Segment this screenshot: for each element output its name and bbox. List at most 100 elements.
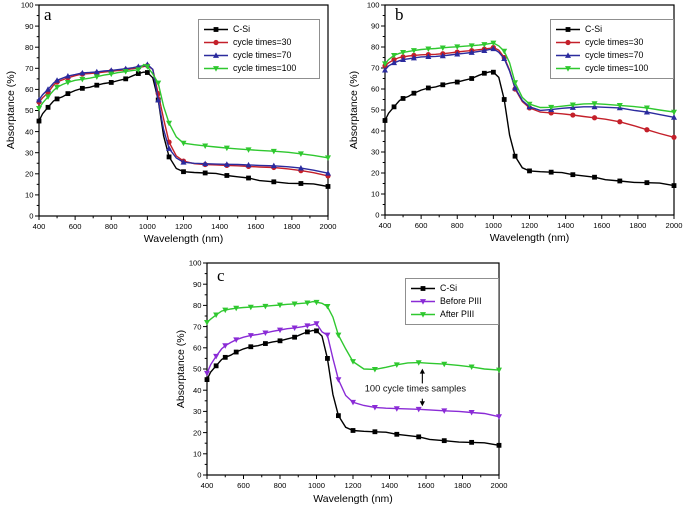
panel-a-letter: a <box>44 5 52 24</box>
y-tick-label: 0 <box>29 212 33 221</box>
triangle-down-marker <box>410 48 417 54</box>
triangle-up-marker <box>425 53 432 60</box>
square-marker <box>490 69 496 75</box>
triangle-up-marker <box>565 52 571 58</box>
triangle-up-marker <box>245 161 252 168</box>
triangle-up-marker <box>481 47 488 53</box>
x-tick-label: 1200 <box>521 221 538 230</box>
legend-item: After PIII <box>410 308 494 321</box>
y-tick-label: 60 <box>25 85 33 94</box>
square-marker <box>45 104 51 110</box>
x-tick-label: 600 <box>415 221 428 230</box>
x-tick-label: 1800 <box>629 221 646 230</box>
triangle-up-marker <box>64 73 71 79</box>
square-marker <box>671 183 677 188</box>
triangle-down-marker <box>371 404 378 411</box>
y-tick-label: 10 <box>193 450 201 459</box>
legend-label: C-Si <box>440 283 458 294</box>
panel-c: 400 600 800 1000 1200 1400 1600 1800 2000 0 10 20 30… <box>170 257 515 514</box>
triangle-down-marker <box>335 332 342 339</box>
panel-b-letter: b <box>395 5 404 24</box>
triangle-down-marker <box>335 377 342 383</box>
square-marker <box>425 85 431 91</box>
x-tick-label: 1200 <box>175 222 192 231</box>
triangle-down-marker <box>64 80 71 86</box>
triangle-down-marker <box>468 364 475 370</box>
legend-label: cycle times=100 <box>233 63 297 74</box>
triangle-down-marker <box>223 145 230 152</box>
triangle-up-marker <box>108 67 115 73</box>
x-axis-title-b: Wavelength (nm) <box>489 232 570 244</box>
legend-label: cycle times=70 <box>233 50 292 61</box>
triangle-down-marker <box>420 312 426 318</box>
triangle-up-marker <box>454 51 461 57</box>
square-marker <box>204 377 210 382</box>
triangle-down-marker <box>270 148 277 155</box>
square-marker <box>325 356 330 361</box>
square-marker <box>181 169 186 175</box>
triangle-down-marker <box>262 330 269 337</box>
triangle-down-marker <box>496 367 502 374</box>
square-marker <box>304 329 310 335</box>
square-marker <box>79 85 85 91</box>
triangle-down-marker <box>204 370 210 377</box>
legend-item: Before PIII <box>410 295 494 308</box>
y-tick-label: 80 <box>371 43 379 52</box>
square-marker <box>213 27 219 32</box>
square-marker <box>548 169 554 175</box>
triangle-down-marker <box>304 300 311 306</box>
circle-marker <box>213 39 219 46</box>
triangle-down-marker <box>548 104 555 111</box>
legend-marker-icon <box>556 52 580 58</box>
triangle-down-marker <box>222 343 229 349</box>
y-tick-label: 40 <box>193 386 201 395</box>
legend-marker-icon <box>411 312 435 318</box>
triangle-up-marker <box>671 114 677 120</box>
x-tick-label: 800 <box>105 222 118 231</box>
square-marker <box>246 175 251 181</box>
triangle-up-marker <box>155 96 162 103</box>
square-marker <box>469 439 475 445</box>
triangle-down-marker <box>313 299 320 306</box>
triangle-down-marker <box>79 76 86 83</box>
square-marker <box>420 286 426 291</box>
square-marker <box>527 168 532 174</box>
x-tick-label: 400 <box>33 222 46 231</box>
x-axis-title-c: Wavelength (nm) <box>313 493 393 505</box>
legend-label: C-Si <box>233 24 251 35</box>
square-marker <box>54 96 60 102</box>
legend-label: cycle times=70 <box>585 50 644 61</box>
triangle-down-marker <box>468 43 475 49</box>
x-tick-label: 800 <box>274 481 287 490</box>
triangle-up-marker <box>45 86 52 92</box>
y-tick-label: 10 <box>371 190 379 199</box>
square-marker <box>441 438 447 444</box>
y-tick-label: 0 <box>197 471 201 480</box>
square-marker <box>617 178 623 184</box>
triangle-up-marker <box>93 68 100 75</box>
square-marker <box>292 334 297 340</box>
y-tick-label: 70 <box>25 64 33 73</box>
x-axis-title-a: Wavelength (nm) <box>143 233 224 245</box>
y-tick-label: 50 <box>25 106 33 115</box>
legend-item: cycle times=30 <box>203 36 315 49</box>
square-marker <box>481 70 487 76</box>
triangle-down-marker <box>245 147 252 153</box>
legend-marker-icon <box>204 27 228 32</box>
circle-marker <box>591 115 598 121</box>
triangle-up-marker <box>213 52 219 58</box>
square-marker <box>222 354 228 360</box>
square-marker <box>144 70 150 75</box>
square-marker <box>166 154 172 160</box>
panel-b: 400 600 800 1000 1200 1400 1600 1800 2000 0 10 20 30… <box>342 0 685 257</box>
x-tick-label: 1200 <box>345 481 362 490</box>
annotation-arrowhead <box>419 368 425 374</box>
triangle-down-marker <box>247 333 254 339</box>
y-tick-label: 70 <box>371 64 379 73</box>
triangle-up-marker <box>512 84 519 91</box>
triangle-up-marker <box>410 54 417 61</box>
x-tick-label: 1000 <box>485 221 502 230</box>
x-tick-label: 2000 <box>491 481 508 490</box>
triangle-down-marker <box>213 353 220 360</box>
y-tick-label: 70 <box>193 322 201 331</box>
